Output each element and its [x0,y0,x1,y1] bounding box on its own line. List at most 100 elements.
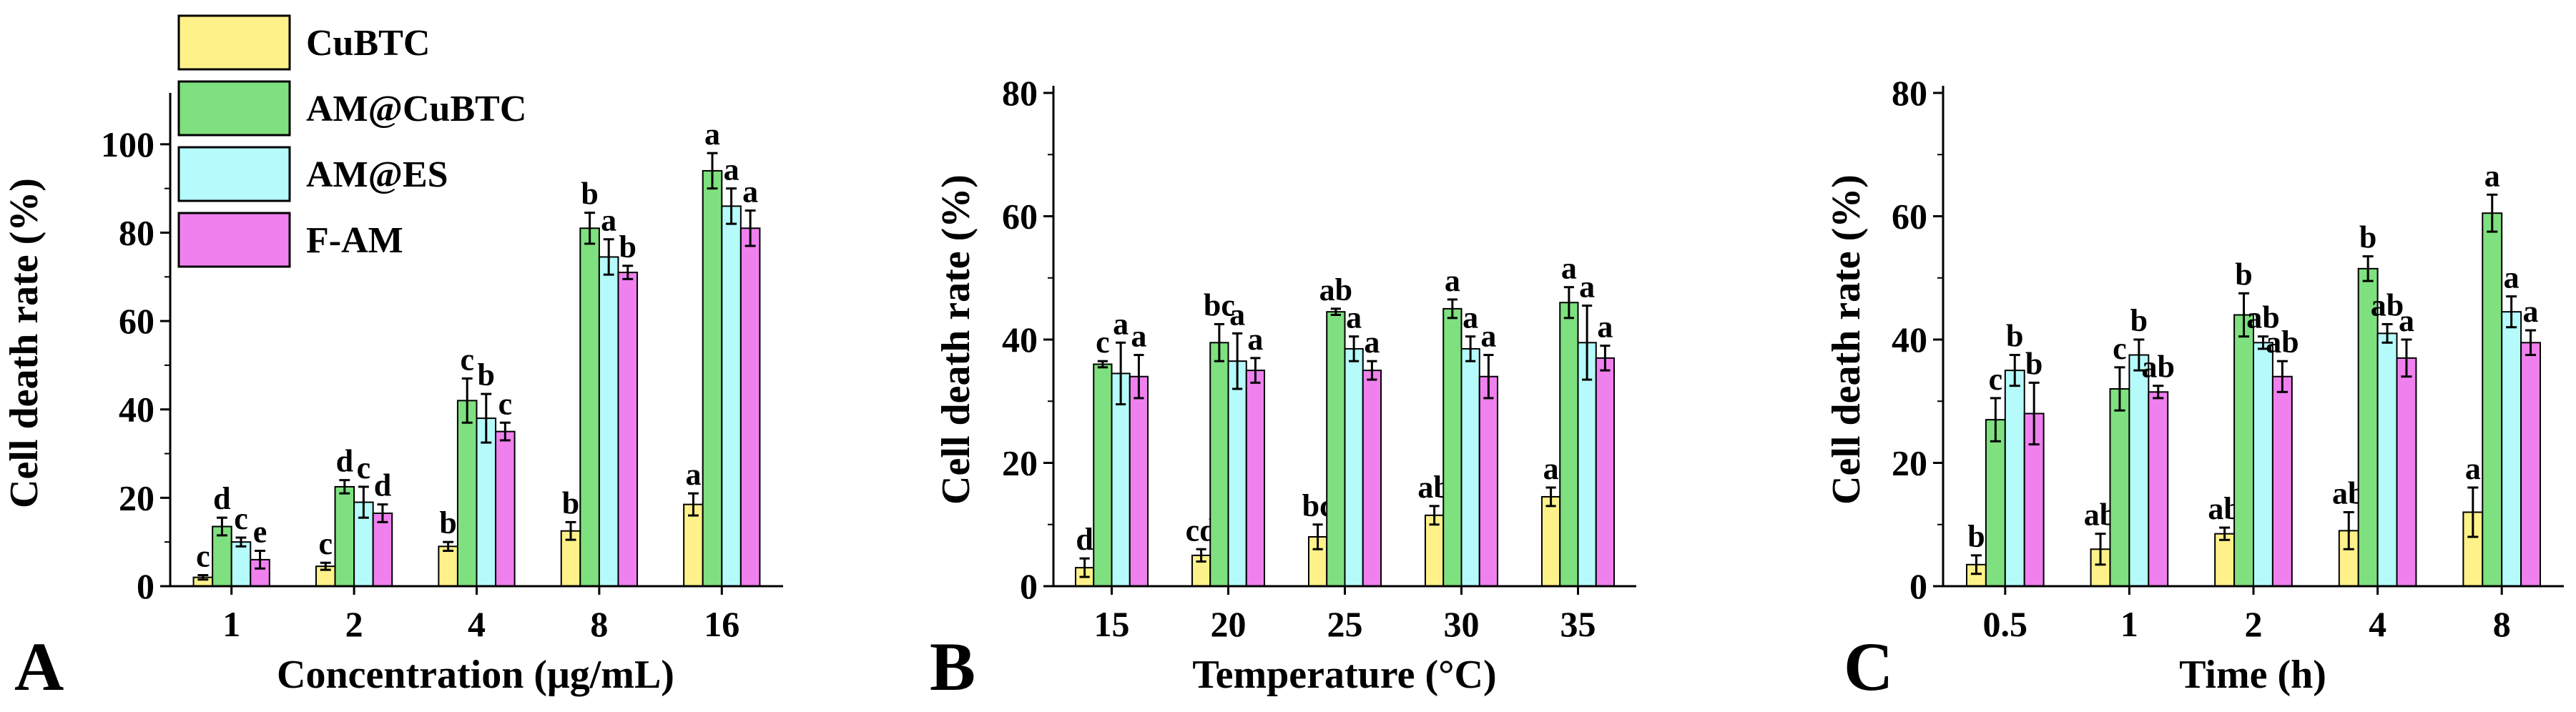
bar [702,169,723,587]
bar [2233,314,2255,587]
bar [1478,375,1499,587]
significance-letter: a [1462,300,1478,335]
bar [2376,332,2398,587]
significance-letter: a [1247,322,1263,357]
bar [372,513,393,587]
y-tick-label: 100 [101,124,154,164]
x-tick-label: 4 [468,604,486,644]
bar [1093,363,1113,587]
significance-letter: a [1131,319,1146,354]
x-tick-label: 35 [1560,604,1596,644]
legend-label: AM@CuBTC [306,89,526,129]
significance-letter: ab [1319,272,1352,307]
y-tick-label: 0 [1909,566,1927,606]
legend: CuBTC AM@CuBTC AM@ES F-AM [177,14,526,268]
y-tick-label: 0 [137,566,154,606]
bar [683,503,704,587]
bar [1595,357,1616,587]
bar [2520,342,2542,587]
y-tick-label: 60 [1002,197,1038,237]
y-tick-label: 40 [1892,320,1927,360]
bar [456,400,478,587]
bar [2128,354,2150,587]
significance-letter: a [704,117,720,152]
legend-swatch [177,14,291,71]
bar [2109,388,2130,587]
significance-letter: bc [1204,287,1235,322]
significance-letter: a [601,203,616,238]
significance-letter: a [2465,451,2481,486]
legend-label: AM@ES [306,154,448,195]
legend-label: F-AM [306,220,403,261]
significance-letter: b [478,357,495,392]
significance-letter: b [439,505,456,540]
y-axis-title: Cell death rate (%) [1824,174,1869,505]
x-tick-label: 30 [1444,604,1480,644]
significance-letter: d [213,481,230,516]
y-tick-label: 60 [1892,197,1927,237]
bar [1985,419,2006,587]
x-tick-label: 2 [2245,604,2263,644]
x-tick-label: 15 [1094,604,1130,644]
significance-letter: a [2484,158,2500,193]
significance-letter: a [1113,306,1129,341]
significance-letter: b [2130,303,2148,338]
x-axis-title: Temperature (°C) [1192,653,1496,697]
panel-letter: A [14,628,64,705]
y-tick-label: 80 [119,212,154,252]
y-tick-label: 0 [1020,566,1038,606]
x-tick-label: 20 [1211,604,1247,644]
bar [721,205,742,587]
significance-letter: a [1229,297,1245,332]
significance-letter: e [253,515,267,550]
significance-letter: a [685,457,701,492]
significance-letter: c [1096,325,1110,360]
significance-letter: b [2235,257,2252,292]
significance-letter: b [2006,319,2023,354]
bar [1362,370,1382,587]
y-axis-title: Cell death rate (%) [934,174,978,505]
bar [2501,311,2522,587]
significance-letter: a [1364,325,1380,360]
bar [1540,495,1561,587]
bar [1424,514,1445,587]
significance-letter: a [742,174,758,209]
bar [1442,307,1462,587]
x-axis-title: Time (h) [2179,653,2326,697]
bar [2396,357,2417,587]
bar [1245,370,1266,587]
bar [1460,347,1480,587]
significance-letter: d [1076,522,1093,557]
bar [2004,370,2025,587]
y-axis-title: Cell death rate (%) [2,178,46,508]
significance-letter: a [1579,270,1595,305]
significance-letter: a [2399,303,2414,338]
bar [1111,372,1131,587]
bar [1227,360,1247,587]
x-tick-label: 8 [590,604,608,644]
bar [495,430,516,587]
panel-letter: C [1844,628,1893,705]
bar [598,256,619,587]
significance-letter: a [1445,263,1460,298]
bar [2148,391,2169,587]
significance-letter: b [562,485,579,520]
significance-letter: a [1543,451,1559,486]
y-tick-label: 60 [119,301,154,341]
significance-letter: ab [2246,300,2279,335]
significance-letter: b [2359,220,2376,255]
bar [438,545,458,588]
significance-letter: a [724,152,739,187]
bar [2214,533,2236,587]
bar [739,227,761,587]
x-tick-label: 25 [1327,604,1363,644]
bar [2253,342,2273,587]
significance-letter: b [2025,346,2042,381]
y-tick-label: 20 [1002,443,1038,483]
significance-letter: c [460,342,474,377]
x-tick-label: 16 [704,604,739,644]
x-tick-label: 0.5 [1983,604,2028,644]
bar [1344,347,1364,587]
